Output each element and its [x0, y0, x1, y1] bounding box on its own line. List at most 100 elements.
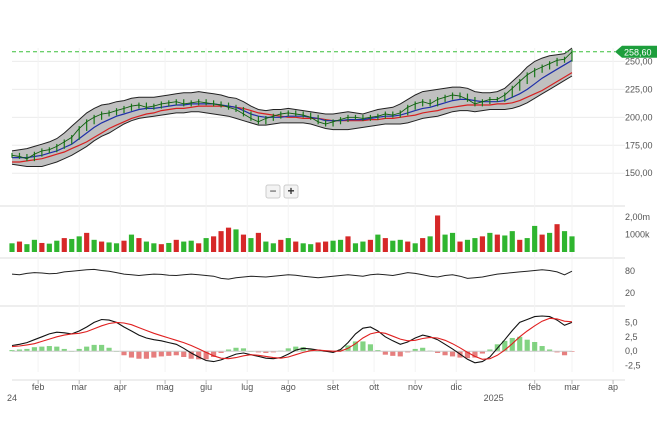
macd-histogram-bar: [270, 351, 276, 353]
volume-bar: [345, 236, 351, 252]
macd-histogram-bar: [61, 348, 67, 352]
volume-bar: [464, 239, 471, 252]
macd-histogram-bar: [397, 351, 403, 357]
zoom-out-button[interactable]: −: [265, 184, 281, 199]
macd-signal-line: [11, 317, 573, 360]
volume-panel: 2,00m 1000k: [9, 212, 650, 252]
oscillator-tick-label: 80: [625, 266, 635, 276]
oscillator-line: [11, 268, 573, 280]
volume-bar: [360, 241, 366, 252]
macd-histogram-bar: [136, 351, 142, 359]
volume-bar: [337, 239, 344, 252]
volume-bar: [569, 236, 575, 252]
volume-bar: [561, 231, 568, 252]
macd-histogram-bar: [263, 351, 269, 353]
macd-histogram-bar: [479, 351, 485, 354]
volume-bar: [151, 243, 157, 252]
oscillator-panel: 80 20: [11, 266, 635, 298]
volume-bar: [300, 243, 306, 252]
macd-histogram-bar: [300, 347, 306, 352]
x-tick-label: giu: [200, 382, 212, 392]
macd-histogram-bar: [561, 351, 568, 356]
volume-bar: [263, 241, 269, 252]
price-panel: 258,60 150,00 175,00 200,00 225,00 250,00: [11, 45, 657, 178]
macd-histogram-bar: [420, 347, 426, 352]
volume-tick-label: 2,00m: [625, 212, 650, 222]
macd-histogram-bar: [442, 351, 448, 356]
macd-histogram-bar: [502, 340, 508, 352]
macd-histogram-bar: [487, 349, 493, 352]
volume-bar: [255, 232, 261, 252]
volume-bar: [517, 239, 523, 252]
macd-histogram-bar: [143, 351, 149, 359]
macd-histogram-bar: [121, 351, 127, 356]
bollinger-lower-line: [11, 75, 573, 167]
volume-bar: [472, 238, 478, 252]
x-tick-label: dic: [451, 382, 463, 392]
volume-bars: [9, 215, 575, 252]
volume-bar: [233, 229, 239, 252]
macd-histogram-bar: [554, 351, 560, 353]
zoom-in-button[interactable]: +: [283, 184, 299, 199]
volume-bar: [442, 234, 448, 252]
volume-bar: [278, 239, 284, 252]
macd-histogram-bar: [435, 351, 441, 353]
volume-bar: [352, 243, 359, 252]
volume-bar: [203, 238, 209, 252]
macd-tick-label: 0,0: [625, 346, 638, 356]
volume-bar: [487, 232, 493, 252]
macd-histogram-bar: [330, 351, 336, 353]
x-tick-label: nov: [408, 382, 423, 392]
macd-histogram-bar: [517, 336, 523, 352]
macd-histogram-bar: [181, 351, 187, 357]
volume-bar: [449, 232, 456, 252]
volume-bar: [315, 242, 321, 252]
macd-histogram-bar: [84, 346, 90, 352]
macd-histogram-bar: [293, 346, 299, 352]
macd-histogram-bar: [16, 349, 23, 352]
volume-bar: [16, 241, 23, 252]
volume-bar: [375, 234, 381, 252]
volume-bar: [240, 234, 247, 252]
x-tick-label: mar: [71, 382, 87, 392]
x-tick-label: feb: [528, 382, 541, 392]
macd-histogram-bar: [158, 351, 164, 357]
x-tick-label: set: [327, 382, 340, 392]
volume-bar: [502, 235, 508, 252]
volume-bar: [31, 239, 37, 252]
price-close-line: [11, 51, 573, 160]
x-year-label: 2025: [484, 393, 504, 403]
macd-panel: 5,0 2,5 0,0 -2,5: [9, 315, 641, 371]
x-tick-label: ap: [608, 382, 618, 392]
macd-histogram-bar: [9, 350, 15, 352]
volume-bar: [270, 243, 276, 252]
macd-histogram-bar: [233, 347, 239, 352]
volume-bar: [113, 243, 120, 252]
macd-histogram-bar: [54, 346, 60, 352]
macd-histogram-bar: [203, 351, 209, 360]
macd-histogram-bar: [196, 351, 202, 360]
macd-histogram-bar: [188, 351, 194, 359]
volume-bar: [99, 241, 105, 252]
volume-bar: [106, 242, 112, 252]
macd-tick-label: -2,5: [625, 361, 641, 371]
volume-bar: [225, 227, 232, 252]
volume-bar: [69, 238, 75, 252]
macd-tick-label: 2,5: [625, 332, 638, 342]
last-price-badge: 258,60: [615, 45, 657, 58]
macd-histogram-bar: [166, 351, 172, 356]
x-tick-label: apr: [114, 382, 127, 392]
volume-bar: [547, 232, 553, 252]
x-tick-label: ago: [281, 382, 296, 392]
volume-bar: [61, 238, 67, 252]
volume-bar: [524, 238, 530, 252]
volume-bar: [494, 234, 500, 252]
minus-icon: −: [269, 184, 276, 198]
price-tick-label: 225,00: [625, 84, 653, 94]
macd-histogram-bar: [547, 349, 553, 352]
volume-bar: [539, 234, 545, 252]
macd-histogram-bar: [173, 351, 179, 356]
price-tick-label: 175,00: [625, 140, 653, 150]
volume-bar: [46, 243, 52, 252]
x-tick-label: mag: [156, 382, 174, 392]
